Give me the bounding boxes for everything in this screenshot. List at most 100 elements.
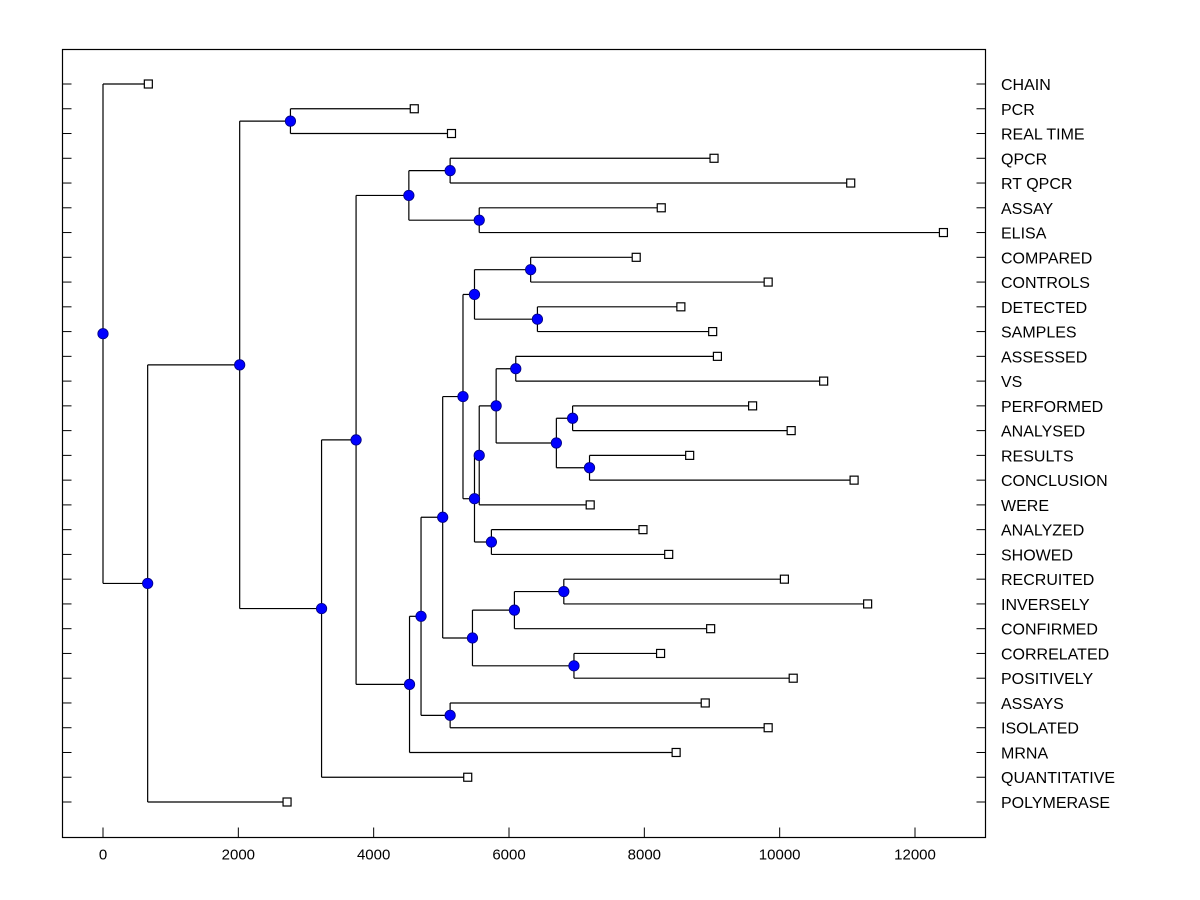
- x-tick-label: 4000: [357, 847, 390, 864]
- leaf-marker: [664, 549, 674, 560]
- leaf-label: QUANTITATIVE: [1001, 770, 1115, 787]
- cluster-node: [490, 400, 502, 412]
- cluster-node: [457, 390, 469, 403]
- leaf-label: ASSESSED: [1001, 349, 1087, 366]
- cluster-node: [567, 412, 579, 424]
- x-tick-label: 12000: [894, 847, 936, 864]
- cluster-node: [558, 585, 570, 598]
- leaf-label: WERE: [1001, 498, 1049, 515]
- leaf-marker: [631, 252, 641, 262]
- plot-frame: [61, 48, 987, 839]
- leaf-label: CONTROLS: [1001, 275, 1090, 292]
- leaf-marker: [763, 277, 773, 287]
- leaf-label: PERFORMED: [1001, 399, 1103, 416]
- leaf-marker: [655, 648, 666, 659]
- leaf-label: CHAIN: [1001, 77, 1051, 94]
- leaf-marker: [676, 302, 686, 312]
- cluster-node: [444, 709, 456, 721]
- leaf-label: ASSAYS: [1001, 696, 1064, 713]
- leaf-label: INVERSELY: [1001, 597, 1090, 614]
- leaf-marker: [409, 104, 419, 114]
- leaf-marker: [709, 153, 719, 163]
- leaf-label: ANALYSED: [1001, 424, 1085, 441]
- cluster-node: [468, 288, 481, 301]
- leaf-label: QPCR: [1001, 151, 1047, 168]
- node-markers: [97, 115, 596, 721]
- leaf-label: REAL TIME: [1001, 127, 1085, 144]
- cluster-node: [444, 165, 456, 177]
- leaf-label: POLYMERASE: [1001, 795, 1110, 812]
- cluster-node: [525, 264, 537, 276]
- leaf-marker: [819, 376, 829, 386]
- leaf-marker: [706, 624, 716, 634]
- cluster-node: [568, 660, 580, 672]
- cluster-node: [550, 437, 562, 449]
- leaf-marker: [779, 574, 790, 584]
- leaf-marker: [463, 772, 473, 782]
- leaf-marker: [685, 450, 695, 460]
- cluster-node: [473, 214, 485, 226]
- x-tick-label: 10000: [759, 847, 801, 864]
- cluster-node: [142, 577, 154, 590]
- leaf-label: POSITIVELY: [1001, 671, 1094, 688]
- leaf-marker: [638, 525, 648, 535]
- leaf-marker: [700, 698, 710, 708]
- leaf-markers: [143, 79, 949, 807]
- cluster-node: [437, 511, 449, 523]
- leaf-label: RESULTS: [1001, 448, 1074, 465]
- cluster-node: [350, 434, 362, 446]
- leaf-label: RT QPCR: [1001, 176, 1072, 193]
- cluster-node: [466, 632, 479, 644]
- leaf-label: ANALYZED: [1001, 523, 1084, 540]
- cluster-node: [508, 604, 521, 616]
- leaf-label: PCR: [1001, 102, 1035, 119]
- x-tick-label: 0: [99, 847, 107, 864]
- leaf-marker: [656, 203, 666, 213]
- cluster-node: [403, 189, 415, 202]
- leaf-label: RECRUITED: [1001, 572, 1094, 589]
- cluster-node: [510, 363, 522, 375]
- leaf-label: SAMPLES: [1001, 325, 1077, 342]
- leaf-marker: [863, 599, 873, 609]
- leaf-marker: [763, 723, 773, 733]
- x-axis-tick-labels: 0 2000 4000 6000 8000 10000 12000: [99, 847, 936, 864]
- x-axis-ticks: [102, 827, 916, 838]
- dendrogram-branches: [102, 83, 944, 803]
- leaf-label: COMPARED: [1001, 250, 1092, 267]
- leaf-marker: [788, 673, 798, 683]
- x-tick-label: 8000: [628, 847, 661, 864]
- leaf-label: ISOLATED: [1001, 721, 1079, 738]
- leaf-marker: [938, 227, 949, 238]
- leaf-label: SHOWED: [1001, 547, 1073, 564]
- cluster-node: [315, 602, 328, 615]
- leaf-marker: [585, 500, 595, 510]
- leaf-marker: [143, 79, 153, 89]
- leaf-marker: [747, 401, 758, 411]
- left-axis-ticks: [62, 83, 72, 803]
- cluster-node: [415, 610, 427, 622]
- leaf-label: ELISA: [1001, 226, 1047, 243]
- leaf-marker: [446, 128, 457, 139]
- x-tick-label: 6000: [492, 847, 525, 864]
- cluster-node: [403, 678, 416, 690]
- cluster-node: [234, 359, 246, 371]
- leaf-marker: [849, 475, 859, 485]
- cluster-node: [531, 313, 544, 325]
- leaf-label: DETECTED: [1001, 300, 1087, 317]
- leaf-labels: CHAIN PCR REAL TIME QPCR RT QPCR ASSAY ELISA CO…: [1001, 77, 1115, 812]
- leaf-label: VS: [1001, 374, 1022, 391]
- right-axis-ticks: [976, 83, 986, 803]
- leaf-label: ASSAY: [1001, 201, 1054, 218]
- cluster-node: [583, 462, 596, 474]
- cluster-node: [468, 493, 481, 505]
- leaf-label: CORRELATED: [1001, 646, 1109, 663]
- leaf-marker: [846, 178, 856, 188]
- leaf-marker: [712, 351, 723, 361]
- leaf-label: CONFIRMED: [1001, 622, 1098, 639]
- cluster-node: [473, 449, 485, 461]
- leaf-label: MRNA: [1001, 745, 1048, 762]
- leaf-label: CONCLUSION: [1001, 473, 1108, 490]
- leaf-marker: [786, 426, 796, 436]
- cluster-node: [97, 328, 109, 340]
